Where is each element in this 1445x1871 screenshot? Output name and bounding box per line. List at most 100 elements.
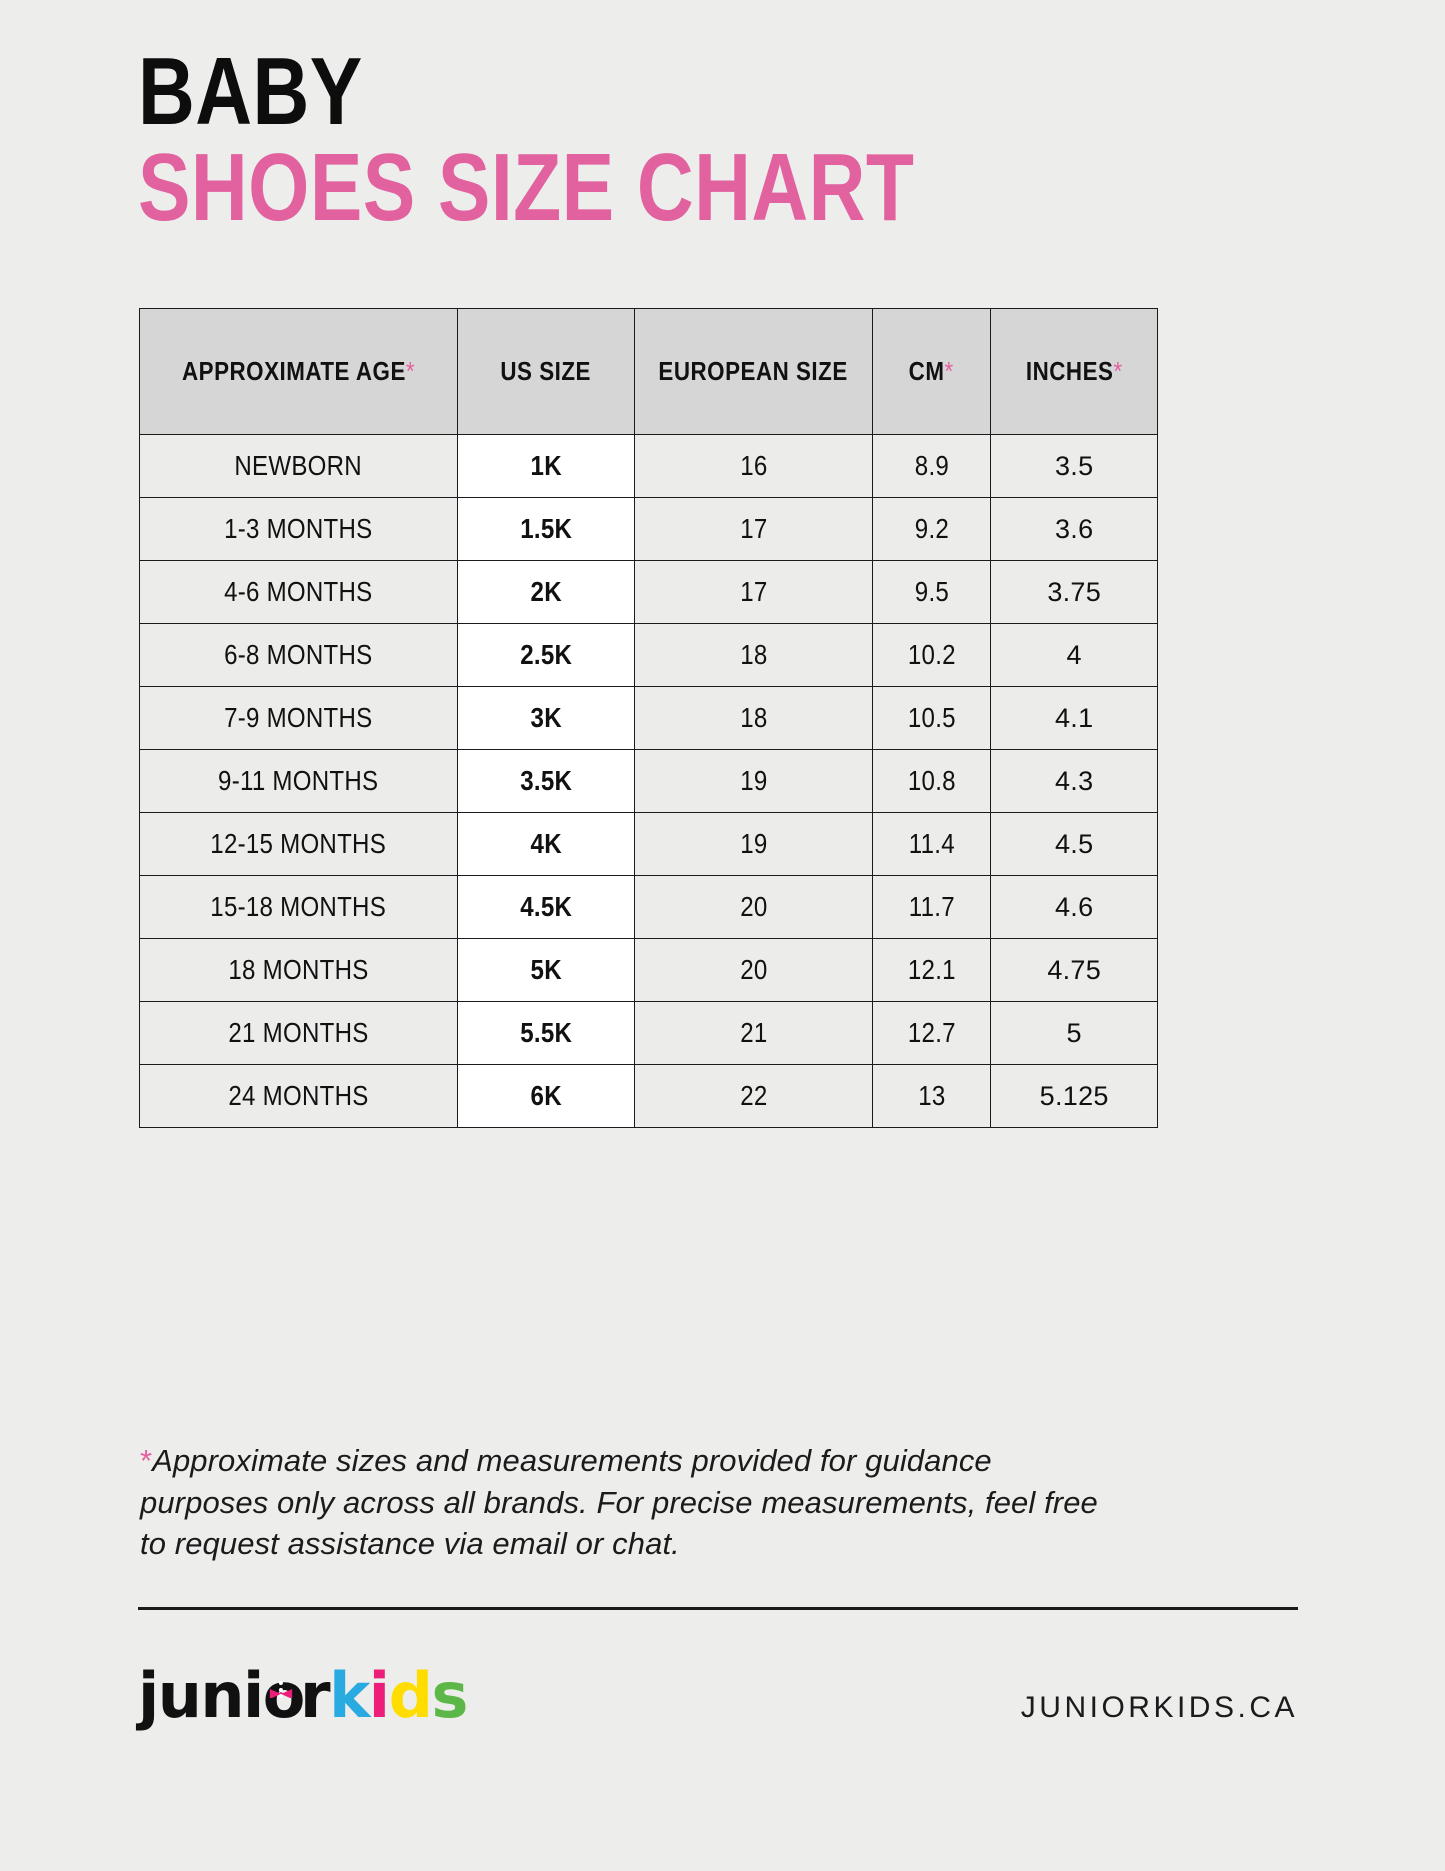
cell-value-inches: 3.75 xyxy=(1047,577,1102,607)
table-cell-age: NEWBORN xyxy=(139,434,458,498)
cell-value-cm: 10.2 xyxy=(907,639,956,670)
column-header-us-size: US SIZE xyxy=(456,308,636,435)
table-cell-inches: 3.5 xyxy=(990,434,1158,498)
table-cell-us: 5K xyxy=(456,938,636,1002)
cell-value-inches: 5.125 xyxy=(1039,1081,1109,1111)
table-cell-eu: 16 xyxy=(634,434,873,498)
cell-value-age: 18 MONTHS xyxy=(228,954,369,985)
header-label-inches: INCHES xyxy=(1025,356,1114,386)
table-cell-us: 3.5K xyxy=(456,749,636,813)
cell-value-age: 12-15 MONTHS xyxy=(210,828,387,859)
cell-value-us: 3K xyxy=(530,702,562,733)
cell-value-us: 1K xyxy=(530,450,562,481)
table-cell-age: 1-3 MONTHS xyxy=(139,497,458,561)
cell-value-age: 15-18 MONTHS xyxy=(210,891,387,922)
footnote-asterisk-icon: * xyxy=(140,1443,153,1478)
table-row: 6-8 MONTHS 2.5K 18 10.2 4 xyxy=(139,623,1158,687)
cell-value-inches: 3.5 xyxy=(1054,451,1094,481)
header-label-age: APPROXIMATE AGE xyxy=(181,356,406,386)
table-cell-age: 15-18 MONTHS xyxy=(139,875,458,939)
table-row: 24 MONTHS 6K 22 13 5.125 xyxy=(139,1064,1158,1128)
cell-value-eu: 21 xyxy=(739,1017,768,1048)
table-cell-cm: 11.4 xyxy=(871,812,992,876)
table-cell-inches: 3.6 xyxy=(990,497,1158,561)
cell-value-inches: 4.3 xyxy=(1054,766,1094,796)
table-cell-us: 4.5K xyxy=(456,875,636,939)
table-header: APPROXIMATE AGE* US SIZE EUROPEAN SIZE C… xyxy=(139,308,1158,435)
table-cell-us: 6K xyxy=(456,1064,636,1128)
logo-text-d: d xyxy=(388,1659,433,1732)
table-row: 18 MONTHS 5K 20 12.1 4.75 xyxy=(139,938,1158,1002)
cell-value-cm: 9.5 xyxy=(914,576,949,607)
cell-value-us: 6K xyxy=(530,1080,562,1111)
cell-value-age: 9-11 MONTHS xyxy=(218,765,379,796)
header-label-eu: EUROPEAN SIZE xyxy=(658,356,849,386)
logo-text-jun: jun xyxy=(138,1659,245,1732)
cell-value-us: 2K xyxy=(530,576,562,607)
table-cell-eu: 21 xyxy=(634,1001,873,1065)
table-cell-inches: 4.5 xyxy=(990,812,1158,876)
page-title: BABY SHOES SIZE CHART xyxy=(138,43,1298,242)
cell-value-us: 3.5K xyxy=(520,765,573,796)
cell-value-cm: 10.8 xyxy=(907,765,956,796)
footnote: *Approximate sizes and measurements prov… xyxy=(140,1440,1100,1565)
table-cell-age: 24 MONTHS xyxy=(139,1064,458,1128)
table-cell-cm: 9.2 xyxy=(871,497,992,561)
footer-divider xyxy=(138,1607,1298,1610)
page-footer: junio rkids JUNIORKIDS.CA xyxy=(138,1655,1298,1775)
table-cell-inches: 5.125 xyxy=(990,1064,1158,1128)
column-header-cm: CM* xyxy=(871,308,992,435)
table-cell-cm: 10.2 xyxy=(871,623,992,687)
cell-value-cm: 12.7 xyxy=(907,1017,956,1048)
cell-value-age: 1-3 MONTHS xyxy=(224,513,373,544)
juniorkids-logo[interactable]: junio rkids xyxy=(138,1665,468,1727)
table-cell-inches: 4.3 xyxy=(990,749,1158,813)
cell-value-eu: 16 xyxy=(739,450,768,481)
table-cell-age: 7-9 MONTHS xyxy=(139,686,458,750)
cell-value-cm: 10.5 xyxy=(907,702,956,733)
cell-value-eu: 18 xyxy=(739,702,768,733)
table-cell-eu: 19 xyxy=(634,812,873,876)
logo-decorated-o: o xyxy=(263,1665,306,1727)
cell-value-eu: 19 xyxy=(739,765,768,796)
table-cell-cm: 13 xyxy=(871,1064,992,1128)
cell-value-inches: 4 xyxy=(1066,640,1082,670)
cell-value-us: 5K xyxy=(530,954,562,985)
table-cell-cm: 8.9 xyxy=(871,434,992,498)
table-cell-age: 18 MONTHS xyxy=(139,938,458,1002)
footnote-text: Approximate sizes and measurements provi… xyxy=(140,1443,1098,1562)
cell-value-cm: 11.4 xyxy=(908,828,955,859)
site-url[interactable]: JUNIORKIDS.CA xyxy=(1020,1691,1298,1724)
table-body: NEWBORN 1K 16 8.9 3.5 1-3 MONTHS 1.5K 17 9.2 3.6 4… xyxy=(139,434,1158,1128)
cell-value-eu: 17 xyxy=(739,513,768,544)
table-cell-us: 4K xyxy=(456,812,636,876)
table-cell-us: 3K xyxy=(456,686,636,750)
table-cell-cm: 10.8 xyxy=(871,749,992,813)
table-cell-inches: 5 xyxy=(990,1001,1158,1065)
cell-value-eu: 20 xyxy=(739,954,768,985)
table-header-row: APPROXIMATE AGE* US SIZE EUROPEAN SIZE C… xyxy=(139,308,1158,435)
cell-value-us: 1.5K xyxy=(520,513,573,544)
cell-value-age: 6-8 MONTHS xyxy=(224,639,373,670)
logo-text-i: i xyxy=(243,1659,264,1732)
table-row: 9-11 MONTHS 3.5K 19 10.8 4.3 xyxy=(139,749,1158,813)
cell-value-age: 7-9 MONTHS xyxy=(224,702,373,733)
cell-value-eu: 18 xyxy=(739,639,768,670)
table-row: 12-15 MONTHS 4K 19 11.4 4.5 xyxy=(139,812,1158,876)
table-cell-us: 1.5K xyxy=(456,497,636,561)
cell-value-age: 4-6 MONTHS xyxy=(224,576,373,607)
table-cell-eu: 22 xyxy=(634,1064,873,1128)
face-dots-icon xyxy=(278,1679,284,1698)
column-header-european-size: EUROPEAN SIZE xyxy=(634,308,873,435)
cell-value-us: 2.5K xyxy=(520,639,573,670)
table-cell-eu: 18 xyxy=(634,623,873,687)
title-line-shoes-size-chart: SHOES SIZE CHART xyxy=(138,134,915,242)
table-row: 21 MONTHS 5.5K 21 12.7 5 xyxy=(139,1001,1158,1065)
size-chart-table-wrapper: APPROXIMATE AGE* US SIZE EUROPEAN SIZE C… xyxy=(139,308,1158,1128)
table-cell-eu: 20 xyxy=(634,875,873,939)
asterisk-icon: * xyxy=(405,356,416,386)
table-cell-inches: 4.6 xyxy=(990,875,1158,939)
table-row: 1-3 MONTHS 1.5K 17 9.2 3.6 xyxy=(139,497,1158,561)
table-row: 4-6 MONTHS 2K 17 9.5 3.75 xyxy=(139,560,1158,624)
